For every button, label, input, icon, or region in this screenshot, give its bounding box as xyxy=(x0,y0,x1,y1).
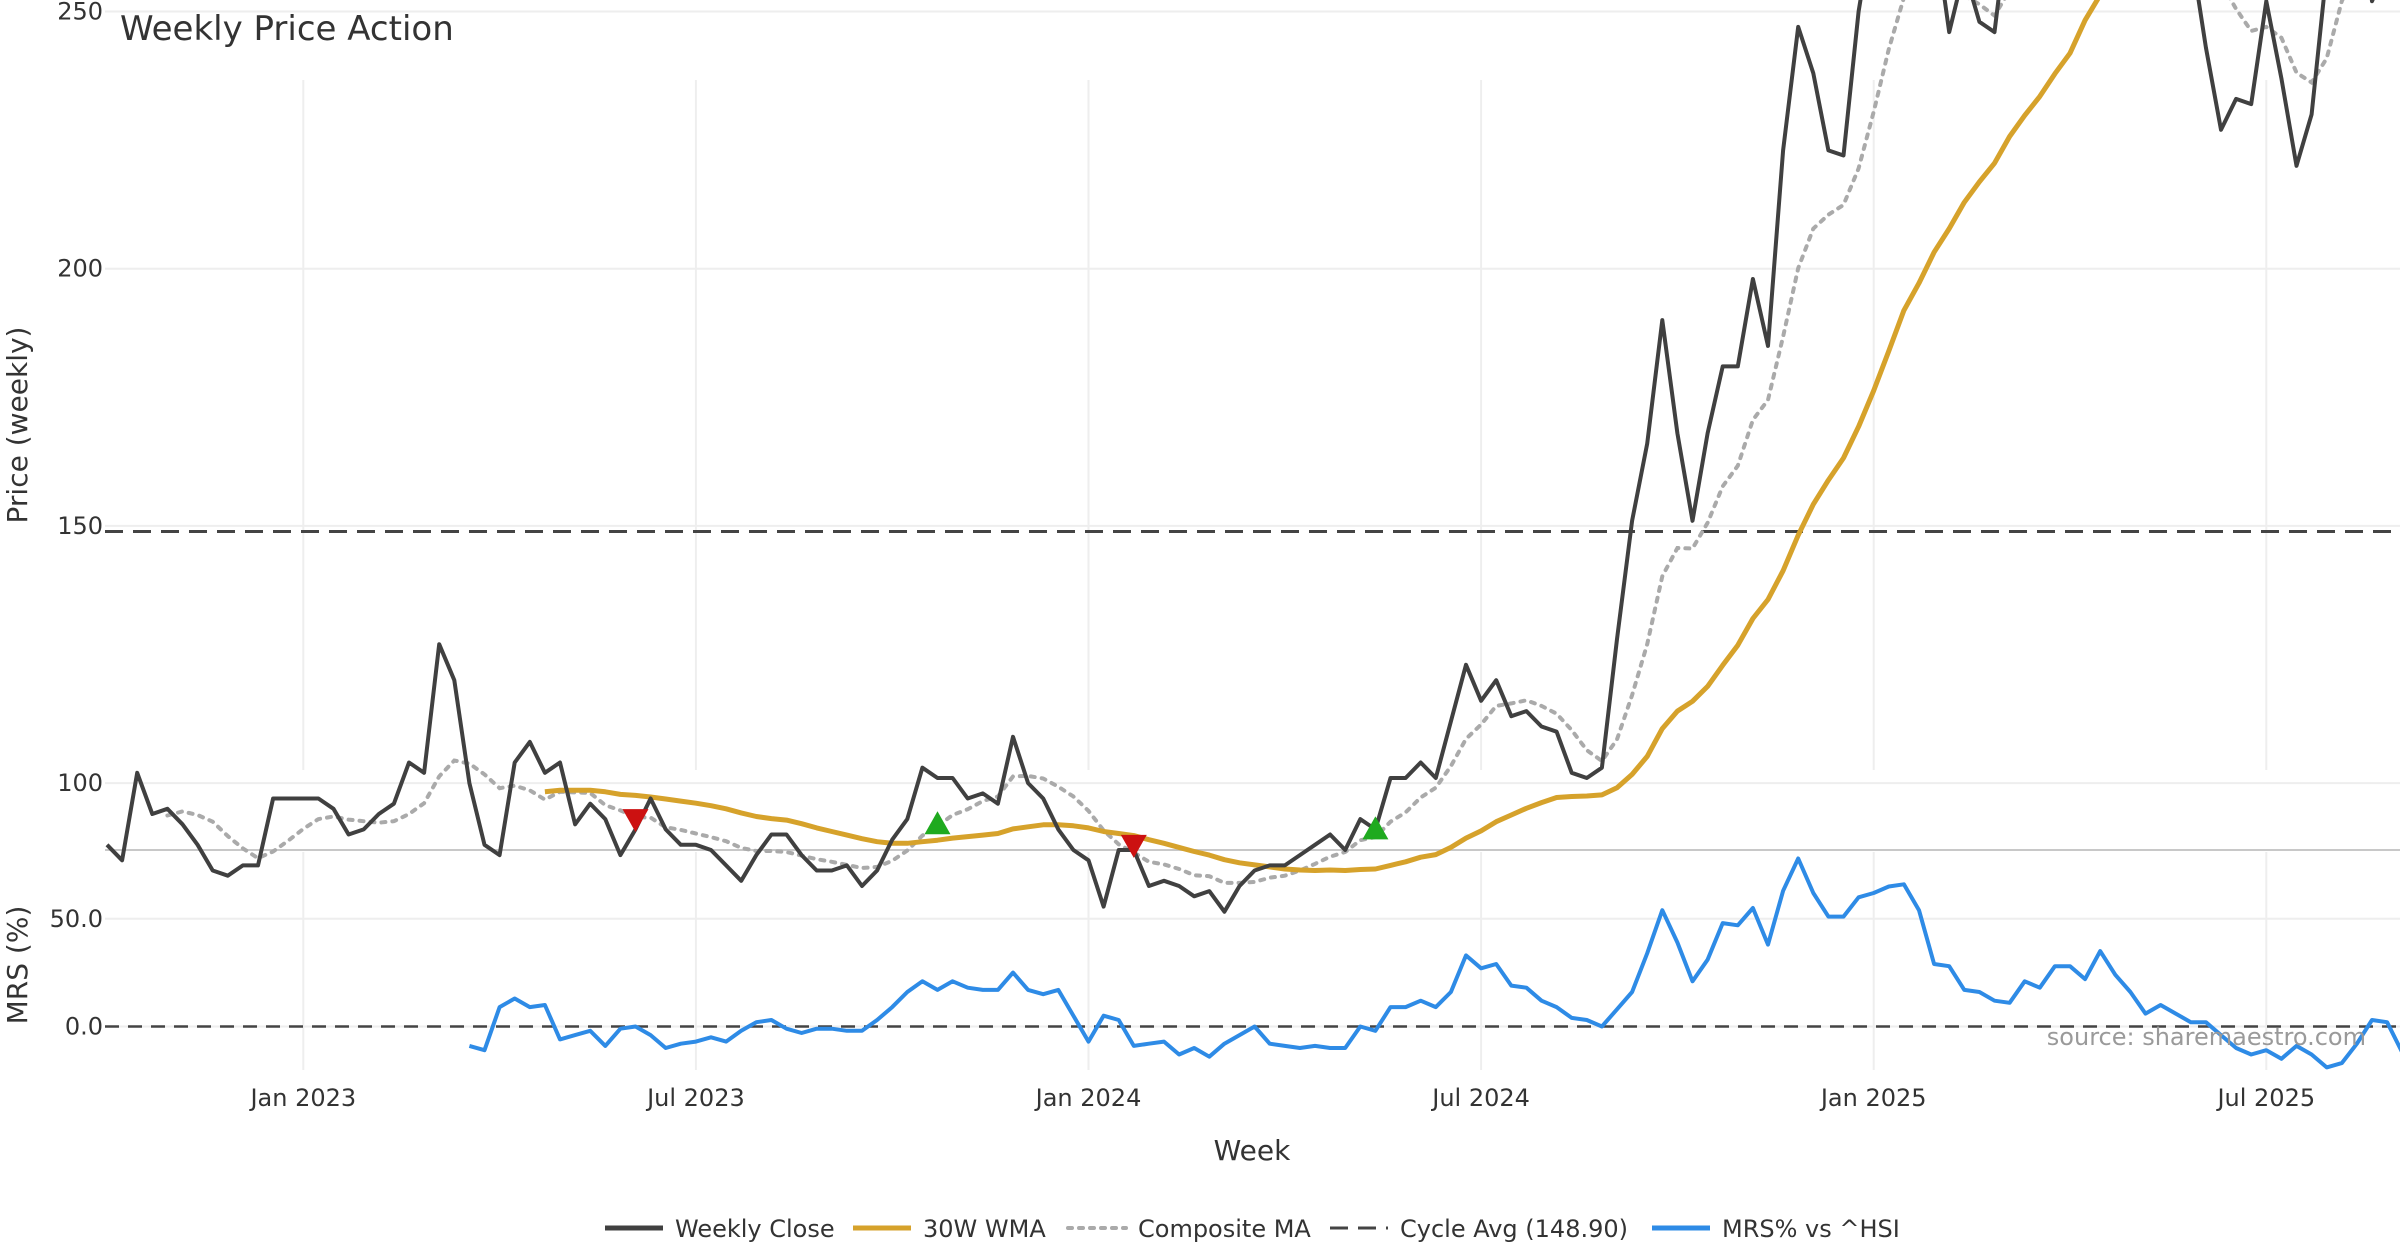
mrs-y-tick-label: 0.0 xyxy=(65,1013,103,1041)
price-y-axis-title: Price (weekly) xyxy=(1,327,34,524)
x-tick-label: Jul 2024 xyxy=(1430,1084,1530,1112)
sell-signal-marker xyxy=(622,809,649,833)
weekly-close-line xyxy=(105,0,2375,914)
buy-signal-marker xyxy=(924,811,951,835)
signal-markers xyxy=(622,809,1389,858)
price-y-ticks: 100150200250300 xyxy=(57,0,103,797)
legend-label: Weekly Close xyxy=(675,1215,835,1243)
wma-30w-line xyxy=(544,0,2101,873)
x-tick-label: Jan 2023 xyxy=(248,1084,356,1112)
price-y-tick-label: 200 xyxy=(57,255,103,283)
mrs-y-axis-title: MRS (%) xyxy=(1,906,34,1025)
legend-label: Composite MA xyxy=(1138,1215,1311,1243)
x-tick-label: Jul 2023 xyxy=(645,1084,745,1112)
legend-label: MRS% vs ^HSI xyxy=(1722,1215,1900,1243)
source-credit: source: sharemaestro.com xyxy=(2047,1023,2366,1051)
buy-signal-marker xyxy=(1362,816,1389,840)
legend: Weekly Close 30W WMA Composite MA Cycle Avg… xyxy=(605,1215,1900,1243)
mrs-line xyxy=(468,856,2400,1070)
composite-ma-line xyxy=(165,0,2345,885)
legend-label: Cycle Avg (148.90) xyxy=(1400,1215,1628,1243)
legend-label: 30W WMA xyxy=(923,1215,1046,1243)
price-y-tick-label: 250 xyxy=(57,0,103,26)
x-axis-title: Week xyxy=(1214,1134,1291,1167)
mrs-y-ticks: 0.0 50.0 xyxy=(50,905,103,1041)
mrs-y-tick-label: 50.0 xyxy=(50,905,103,933)
x-tick-label: Jan 2024 xyxy=(1034,1084,1142,1112)
mrs-series xyxy=(105,856,2400,1070)
price-y-tick-label: 100 xyxy=(57,769,103,797)
price-series xyxy=(105,0,2400,914)
sell-signal-marker xyxy=(1120,834,1147,858)
x-tick-label: Jul 2025 xyxy=(2215,1084,2315,1112)
x-ticks: Jan 2023 Jul 2023 Jan 2024 Jul 2024 Jan 2025… xyxy=(248,1084,2315,1112)
price-y-tick-label: 150 xyxy=(57,512,103,540)
chart-title: Weekly Price Action xyxy=(120,9,454,49)
price-panel-grid xyxy=(105,10,2400,785)
x-tick-label: Jan 2025 xyxy=(1819,1084,1927,1112)
